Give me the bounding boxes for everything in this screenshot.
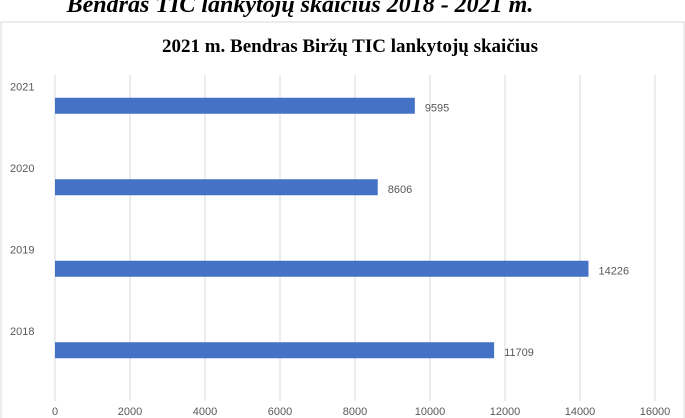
- value-label: 11709: [504, 347, 534, 359]
- x-tick-label: 4000: [193, 406, 217, 418]
- x-tick-label: 14000: [565, 406, 596, 418]
- y-tick-label: 2020: [10, 163, 34, 175]
- chart-frame: [0, 21, 685, 418]
- bar: [55, 260, 589, 277]
- x-tick-label: 2000: [118, 406, 142, 418]
- chart-title: 2021 m. Bendras Biržų TIC lankytojų skai…: [162, 36, 538, 57]
- y-tick-label: 2019: [10, 245, 34, 257]
- x-tick-label: 6000: [268, 406, 292, 418]
- x-tick-label: 16000: [640, 406, 671, 418]
- x-tick-label: 12000: [490, 406, 521, 418]
- x-tick-label: 8000: [343, 406, 367, 418]
- caption: Bendras TIC lankytojų skaičius 2018 - 20…: [66, 0, 534, 18]
- value-label: 14226: [598, 266, 629, 278]
- bar: [55, 342, 495, 359]
- x-tick-label: 10000: [415, 406, 446, 418]
- x-tick-label: 0: [52, 406, 58, 418]
- value-label: 8606: [388, 184, 412, 196]
- bar: [55, 179, 378, 196]
- y-tick-label: 2021: [10, 82, 34, 94]
- bar: [55, 97, 415, 114]
- value-label: 9595: [425, 103, 449, 115]
- y-tick-label: 2018: [10, 326, 34, 338]
